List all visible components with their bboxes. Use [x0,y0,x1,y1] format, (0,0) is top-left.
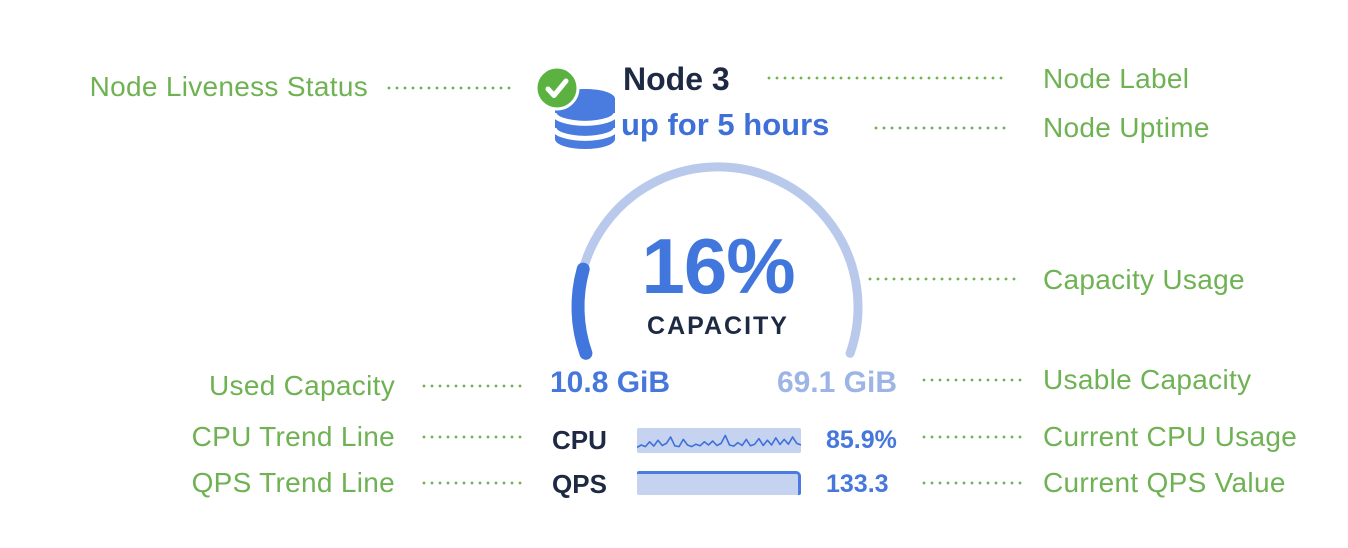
annotation-usable-capacity: Usable Capacity [1043,364,1252,395]
capacity-caption: CAPACITY [647,312,789,340]
leader-line-qps-trend [420,481,525,485]
capacity-gauge-arc [571,162,863,360]
capacity-values-row: 10.8 GiB 69.1 GiB [550,366,897,400]
qps-current-value: 133.3 [826,470,889,498]
annotation-used-capacity: Used Capacity [209,370,395,401]
cpu-current-value: 85.9% [826,426,897,454]
leader-line-usable-capacity [920,378,1023,382]
annotation-cpu-trend-line: CPU Trend Line [191,421,395,452]
node-uptime: up for 5 hours [621,107,830,142]
leader-line-node-liveness [385,86,513,90]
capacity-usage-percent: 16% [641,222,795,310]
leader-line-current-cpu [920,435,1023,439]
leader-line-capacity-usage [866,277,1020,281]
annotation-capacity-usage: Capacity Usage [1043,264,1245,295]
cpu-label: CPU [552,425,607,455]
qps-trend-bar [637,471,801,495]
leader-line-used-capacity [420,384,525,388]
cpu-sparkline-chart [636,434,802,449]
usable-capacity-value: 69.1 GiB [776,366,897,399]
liveness-check-icon [534,65,580,111]
gauge-used-arc [571,262,593,360]
leader-line-current-qps [920,481,1023,485]
leader-line-node-uptime [872,126,1008,130]
leader-line-node-label [765,76,1007,80]
node-icon-group [533,64,629,156]
capacity-gauge: 16% CAPACITY [568,157,868,369]
used-capacity-value: 10.8 GiB [550,366,671,399]
annotation-current-cpu-usage: Current CPU Usage [1043,421,1298,452]
annotation-node-uptime: Node Uptime [1043,112,1210,143]
qps-label: QPS [552,469,607,499]
annotation-current-qps-value: Current QPS Value [1043,467,1286,498]
cpu-trend-sparkline [636,428,802,453]
annotation-node-liveness-status: Node Liveness Status [89,71,368,102]
leader-line-cpu-trend [420,435,525,439]
annotation-node-label: Node Label [1043,63,1190,94]
annotation-qps-trend-line: QPS Trend Line [191,467,395,498]
node-label: Node 3 [623,61,730,97]
